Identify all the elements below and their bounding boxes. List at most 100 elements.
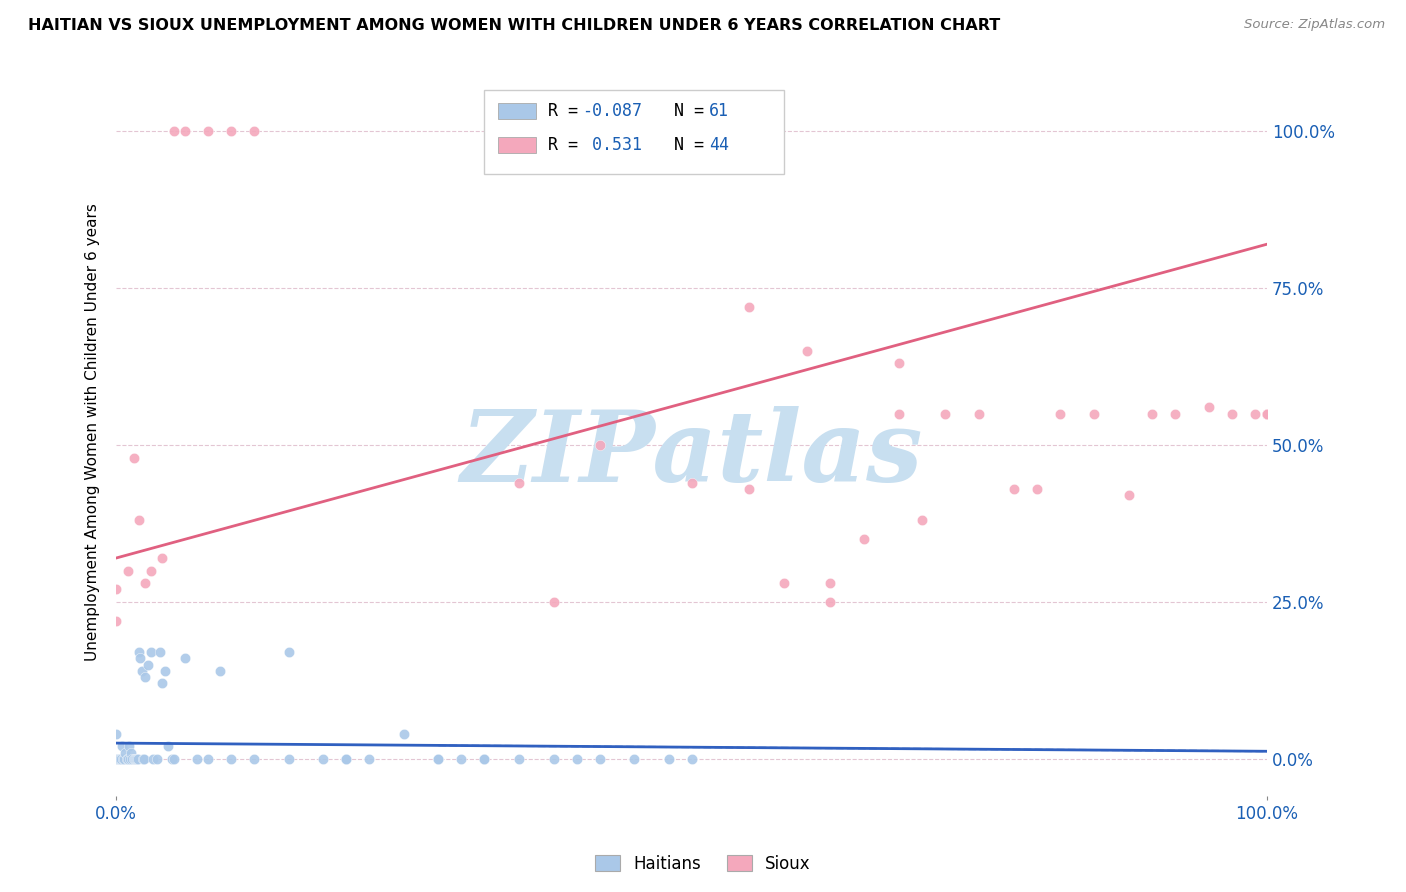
Point (150, 551, 173, 566)
Text: Source: ZipAtlas.com: Source: ZipAtlas.com (1244, 18, 1385, 31)
Point (132, 752, 155, 766)
Point (157, 739, 180, 754)
Text: HAITIAN VS SIOUX UNEMPLOYMENT AMONG WOMEN WITH CHILDREN UNDER 6 YEARS CORRELATIO: HAITIAN VS SIOUX UNEMPLOYMENT AMONG WOME… (28, 18, 1001, 33)
Legend: Haitians, Sioux: Haitians, Sioux (589, 848, 817, 880)
Text: -0.087: -0.087 (582, 102, 643, 120)
Point (450, 752, 472, 766)
Point (1256, 407, 1278, 421)
Point (117, 752, 139, 766)
Point (118, 739, 141, 754)
Point (335, 752, 357, 766)
Point (221, 124, 243, 138)
Point (110, 752, 132, 766)
Point (128, 645, 150, 659)
Point (277, 752, 299, 766)
Point (681, 752, 703, 766)
Point (1002, 482, 1025, 496)
Point (163, 124, 186, 138)
Point (508, 752, 530, 766)
Point (107, 752, 129, 766)
Point (1164, 407, 1187, 421)
Point (122, 450, 145, 465)
Point (681, 475, 703, 490)
Point (588, 752, 610, 766)
Point (153, 664, 176, 678)
FancyBboxPatch shape (498, 137, 536, 153)
Point (208, 664, 231, 678)
Point (335, 752, 357, 766)
Text: 44: 44 (709, 136, 728, 154)
Point (588, 438, 610, 452)
Point (125, 752, 148, 766)
Point (138, 657, 160, 672)
Point (934, 407, 956, 421)
Point (427, 752, 450, 766)
Point (565, 752, 588, 766)
Point (105, 614, 128, 628)
Text: N =: N = (675, 136, 704, 154)
Point (163, 752, 186, 766)
Point (887, 356, 910, 370)
Point (543, 752, 565, 766)
Point (160, 752, 183, 766)
Point (887, 407, 910, 421)
Point (658, 752, 681, 766)
Point (508, 475, 530, 490)
Point (277, 645, 299, 659)
Point (221, 752, 243, 766)
Point (114, 746, 136, 760)
Point (359, 752, 381, 766)
Point (738, 300, 761, 314)
Point (122, 752, 145, 766)
Text: R =: R = (548, 136, 578, 154)
Point (911, 513, 934, 527)
Point (1256, 407, 1278, 421)
Point (186, 752, 208, 766)
Point (127, 752, 149, 766)
Point (474, 752, 496, 766)
Point (967, 407, 990, 421)
Point (623, 752, 645, 766)
Text: 61: 61 (709, 102, 728, 120)
Point (427, 752, 450, 766)
Point (139, 564, 162, 578)
Text: N =: N = (675, 102, 704, 120)
Point (120, 746, 142, 760)
Text: R =: R = (548, 102, 578, 120)
FancyBboxPatch shape (485, 90, 783, 174)
Point (1256, 407, 1278, 421)
Point (1140, 407, 1163, 421)
Point (129, 651, 152, 665)
Point (107, 752, 129, 766)
Point (1083, 407, 1105, 421)
Point (197, 752, 219, 766)
Point (197, 124, 219, 138)
Point (112, 752, 135, 766)
Point (112, 752, 135, 766)
Point (145, 752, 167, 766)
Point (474, 752, 496, 766)
Point (853, 532, 876, 546)
Point (818, 595, 841, 609)
Point (1025, 482, 1047, 496)
Point (738, 482, 761, 496)
Point (243, 752, 266, 766)
Point (1198, 401, 1220, 415)
Point (1244, 407, 1267, 421)
Point (772, 576, 794, 591)
Text: ZIPatlas: ZIPatlas (460, 406, 922, 502)
Y-axis label: Unemployment Among Women with Children Under 6 years: Unemployment Among Women with Children U… (86, 203, 100, 662)
Point (131, 664, 153, 678)
Point (1118, 488, 1140, 502)
Point (139, 645, 162, 659)
Point (1256, 407, 1278, 421)
Point (796, 343, 818, 358)
Point (312, 752, 335, 766)
Point (142, 752, 165, 766)
Point (108, 752, 131, 766)
Point (134, 670, 156, 684)
Text: 0.531: 0.531 (582, 136, 643, 154)
Point (120, 752, 142, 766)
Point (174, 651, 197, 665)
Point (1049, 407, 1071, 421)
